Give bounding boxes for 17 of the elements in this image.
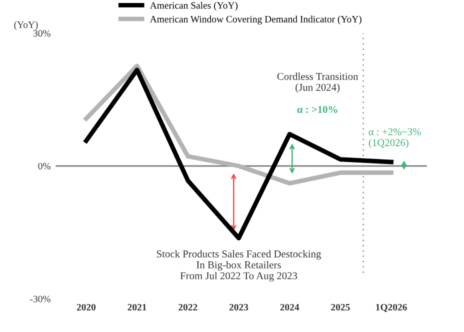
annotation: α : >10% [297,106,338,114]
x-tick-label: 2022 [178,304,198,311]
y-tick-label: -30% [30,296,50,302]
y-axis-title: (YoY) [14,21,38,30]
x-tick-label: 2024 [280,304,300,311]
x-tick-label: 2023 [229,304,248,311]
y-tick-label: 0% [38,162,50,170]
x-tick-label: 1Q2026 [376,304,407,312]
annotation: Stock Products Sales Faced Destocking In Big-box Retailers From Jul 2022 To Aug 2023 [156,250,321,282]
annotation: Cordless Transition (Jun 2024) [277,72,358,93]
y-tick-label: 30% [33,30,50,37]
x-tick-label: 2021 [128,304,146,311]
x-tick-label: 2025 [331,304,350,311]
x-tick-label: 2020 [76,304,96,311]
legend-label: American Sales (YoY) [150,2,238,11]
legend-label: American Window Covering Demand Indicator (YoY) [150,16,362,24]
annotation: α : +2%~3% (1Q2026) [368,128,421,148]
